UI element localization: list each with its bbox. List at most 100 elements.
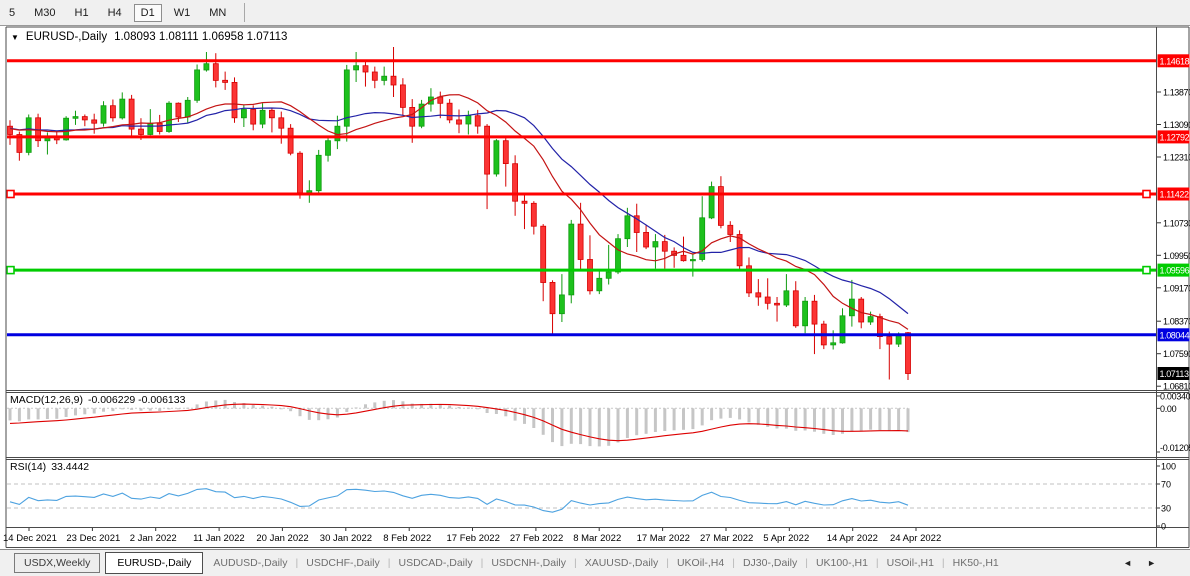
date-axis-label: 24 Apr 2022 — [890, 533, 941, 544]
timeframe-button-5[interactable]: 5 — [9, 6, 16, 19]
tab-usdcnh-daily[interactable]: USDCNH-,Daily — [491, 557, 566, 569]
candle-body — [484, 125, 491, 175]
macd-values: -0.006229 -0.006133 — [87, 394, 186, 406]
rsi-axis-label: 30 — [1161, 504, 1171, 514]
tab-divider: | — [295, 557, 299, 569]
candle-body — [886, 336, 893, 345]
macd-histogram-bar — [738, 408, 742, 420]
macd-histogram-bar — [410, 403, 414, 409]
timeframe-button-W1[interactable]: W1 — [173, 6, 191, 19]
macd-axis-label: 0.00 — [1160, 404, 1177, 414]
macd-histogram-bar — [448, 405, 452, 409]
candle-body — [736, 234, 743, 267]
tab-eurusd-daily[interactable]: EURUSD-,Daily — [105, 552, 204, 574]
tab-usdchf-daily[interactable]: USDCHF-,Daily — [306, 557, 380, 569]
tab-xauusd-daily[interactable]: XAUUSD-,Daily — [584, 557, 659, 569]
tab-divider: | — [875, 557, 879, 569]
candle-body — [7, 125, 13, 135]
date-axis-label: 20 Jan 2022 — [256, 533, 308, 544]
tab-uk100-h1[interactable]: UK100-,H1 — [815, 557, 868, 569]
tab-divider: | — [480, 557, 484, 569]
macd-histogram-bar — [102, 408, 105, 412]
macd-histogram-bar — [616, 408, 620, 443]
macd-histogram-bar — [298, 408, 302, 417]
candle-body — [877, 316, 883, 338]
price-axis-label: 1.08370 — [1163, 317, 1190, 327]
macd-histogram-bar — [897, 408, 901, 431]
candle-body — [72, 116, 79, 119]
candle-body — [437, 96, 444, 104]
date-axis-label: 17 Mar 2022 — [637, 533, 690, 544]
date-axis-label: 5 Apr 2022 — [763, 533, 809, 544]
candle-body — [203, 63, 210, 71]
price-axis-label: 1.07590 — [1163, 349, 1190, 359]
macd-histogram-bar — [784, 408, 788, 429]
rsi-axis-label: 70 — [1161, 480, 1171, 490]
price-axis-label: 1.06810 — [1163, 382, 1190, 392]
macd-histogram-bar — [17, 408, 21, 422]
macd-histogram-bar — [747, 408, 751, 423]
tab-dj30-daily[interactable]: DJ30-,Daily — [742, 557, 798, 569]
candle-body — [147, 122, 154, 135]
price-badge — [1157, 130, 1190, 144]
tab-usdx-weekly[interactable]: USDX,Weekly — [14, 553, 101, 573]
candle-body — [493, 140, 500, 175]
tab-audusd-daily[interactable]: AUDUSD-,Daily — [213, 557, 288, 569]
macd-histogram-bar — [878, 408, 882, 430]
tabs-scroll-right-icon[interactable]: ► — [1147, 558, 1156, 568]
macd-histogram-bar — [794, 408, 798, 431]
macd-histogram-bar — [597, 408, 601, 447]
tab-divider: | — [732, 557, 735, 569]
candle-body — [138, 128, 144, 135]
price-axis-label: 1.09170 — [1163, 283, 1190, 293]
timeframe-button-D1[interactable]: D1 — [133, 3, 162, 22]
macd-histogram-bar — [64, 408, 68, 417]
collapse-chart-icon[interactable]: ▼ — [11, 32, 19, 42]
price-axis-label: 1.12310 — [1163, 153, 1190, 163]
date-axis-label: 30 Jan 2022 — [320, 533, 372, 544]
timeframe-button-M30[interactable]: M30 — [34, 6, 56, 19]
timeframe-button-H1[interactable]: H1 — [74, 6, 89, 19]
macd-histogram-bar — [906, 408, 910, 433]
candle-body — [764, 296, 771, 304]
price-axis-label: 1.13870 — [1163, 88, 1190, 98]
candle-body — [727, 224, 734, 235]
macd-histogram-bar — [8, 408, 12, 421]
candle-body — [540, 225, 547, 283]
candle-body — [708, 186, 715, 219]
candle-body — [746, 265, 752, 294]
candle-body — [446, 102, 453, 121]
timeframe-button-MN[interactable]: MN — [209, 6, 227, 19]
timeframe-button-H4[interactable]: H4 — [107, 6, 122, 19]
tab-usdcad-daily[interactable]: USDCAD-,Daily — [398, 557, 473, 569]
macd-histogram-bar — [233, 402, 236, 409]
date-axis-label: 17 Feb 2022 — [447, 533, 500, 544]
line-handle[interactable] — [1142, 189, 1151, 199]
candle-body — [474, 115, 481, 127]
macd-histogram-bar — [457, 407, 461, 409]
candle-body — [16, 134, 23, 153]
price-badge-label: 1.08044 — [1160, 330, 1190, 340]
timeframe-toolbar: 5 M30 H1 H4 D1 W1 MN — [0, 0, 1190, 26]
candle-body — [652, 241, 659, 248]
line-handle[interactable] — [1142, 265, 1151, 275]
macd-histogram-bar — [270, 406, 274, 409]
tabs-scroll-left-icon[interactable]: ◄ — [1123, 558, 1133, 568]
tab-ukoil-h4[interactable]: UKOil-,H4 — [676, 557, 725, 569]
date-axis-label: 2 Jan 2022 — [130, 533, 177, 544]
candle-body — [287, 127, 294, 154]
macd-histogram-bar — [186, 407, 190, 409]
tab-usoil-h1[interactable]: USOil-,H1 — [886, 557, 934, 569]
line-handle[interactable] — [6, 265, 15, 275]
tab-hk50-h1[interactable]: HK50-,H1 — [952, 557, 999, 569]
line-handle[interactable] — [6, 189, 15, 199]
candle-body — [755, 292, 762, 298]
chart-ohlc-values: 1.08093 1.08111 1.06958 1.07113 — [114, 31, 288, 43]
macd-histogram-bar — [710, 408, 714, 421]
candle-body — [624, 215, 631, 240]
macd-histogram-bar — [148, 408, 152, 411]
macd-histogram-bar — [588, 408, 592, 447]
candle-body — [91, 119, 98, 124]
macd-histogram-bar — [813, 408, 816, 432]
